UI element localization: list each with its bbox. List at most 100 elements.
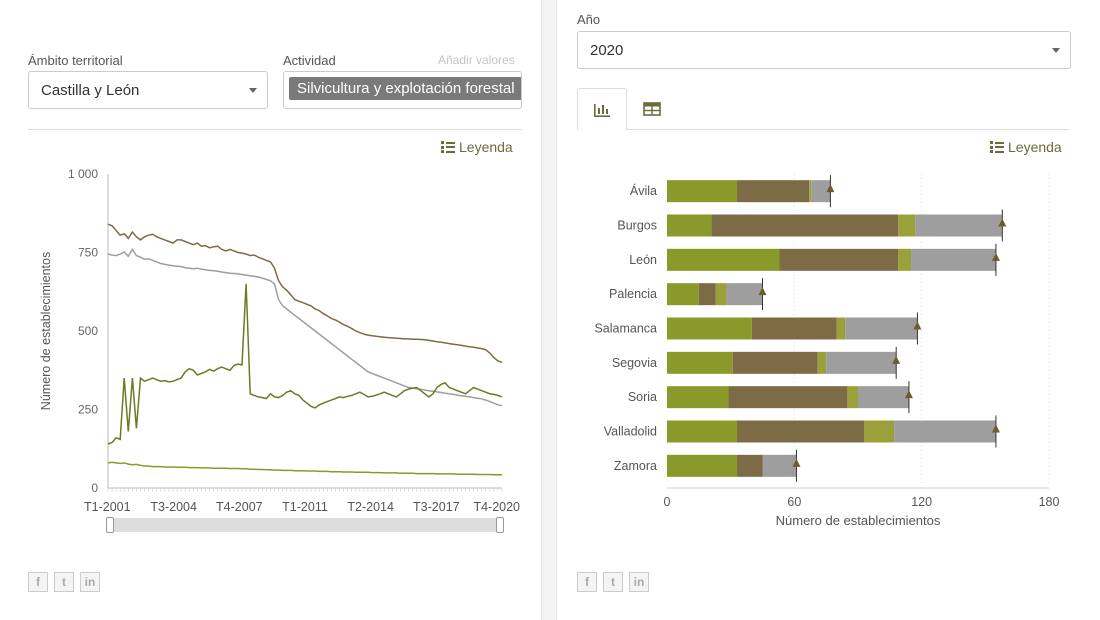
legend-button[interactable]: Leyenda xyxy=(990,139,1062,155)
bar-segment-1 xyxy=(667,351,733,374)
bar-segment-2 xyxy=(751,317,837,340)
linkedin-icon[interactable]: in xyxy=(80,572,100,592)
total-marker-triangle xyxy=(991,252,1000,261)
category-label: Ávila xyxy=(630,183,657,198)
chevron-down-icon xyxy=(1052,48,1060,53)
x-tick-label: T2-2014 xyxy=(347,500,394,514)
series-line-2 xyxy=(107,247,503,407)
twitter-icon[interactable]: t xyxy=(54,572,74,592)
x-tick-label: T3-2017 xyxy=(413,500,460,514)
tab-table[interactable] xyxy=(627,88,677,130)
y-tick-label: 250 xyxy=(78,403,98,417)
bar-segment-4 xyxy=(915,214,1003,237)
bar-segment-3 xyxy=(836,317,846,340)
bar-chart: 0 60 120 180 Número de establecimientos Ávila… xyxy=(594,174,1060,528)
bar-segment-4 xyxy=(858,386,909,409)
total-marker-triangle xyxy=(998,218,1007,227)
y-tick-label: 500 xyxy=(78,324,98,338)
left-panel: Ámbito territorial Castilla y León Activ… xyxy=(0,0,543,620)
list-icon xyxy=(441,141,455,153)
total-marker-triangle xyxy=(904,390,913,399)
x-axis-title: Número de establecimientos xyxy=(776,513,941,528)
total-marker-triangle xyxy=(758,287,767,296)
twitter-icon[interactable]: t xyxy=(603,572,623,592)
y-tick-label: 750 xyxy=(78,246,98,260)
bar-segment-2 xyxy=(737,180,810,203)
series-line-3 xyxy=(107,283,503,445)
bar-chart-icon xyxy=(594,103,610,117)
bar-segment-3 xyxy=(809,180,812,203)
x-tick-label: T4-2020 xyxy=(473,500,520,514)
territory-label: Ámbito territorial xyxy=(28,53,123,68)
bar-segment-1 xyxy=(667,386,729,409)
total-marker-triangle xyxy=(892,355,901,364)
bar-segment-1 xyxy=(667,420,738,443)
bar-segment-4 xyxy=(894,420,996,443)
bar-segment-4 xyxy=(726,283,763,306)
legend-label: Leyenda xyxy=(459,139,513,155)
category-label: Zamora xyxy=(614,459,657,473)
range-scrollbar[interactable] xyxy=(106,517,504,533)
facebook-icon[interactable]: f xyxy=(28,572,48,592)
facebook-icon[interactable]: f xyxy=(577,572,597,592)
range-handle-start[interactable] xyxy=(106,517,114,533)
line-chart: 0 250 500 750 1 000 T1-2001 T3-2004 T4-2007 T1-2… xyxy=(39,167,520,514)
category-label: Salamanca xyxy=(594,322,657,336)
bar-segment-3 xyxy=(898,214,916,237)
territory-value: Castilla y León xyxy=(41,81,140,99)
x-tick-label: T1-2011 xyxy=(282,500,328,514)
right-panel: Año 2020 L xyxy=(557,0,1100,620)
activity-multiselect[interactable]: Silvicultura y explotación forestal xyxy=(283,71,522,109)
x-tick-label: 0 xyxy=(664,495,671,509)
x-tick-label: 180 xyxy=(1039,495,1060,509)
territory-select[interactable]: Castilla y León xyxy=(28,71,268,109)
panel-divider xyxy=(541,0,557,620)
bar-segment-4 xyxy=(845,317,918,340)
x-tick-label: 120 xyxy=(911,495,932,509)
add-values-link[interactable]: Añadir valores xyxy=(438,53,515,67)
tab-chart[interactable] xyxy=(577,88,627,131)
category-label: Palencia xyxy=(609,287,657,301)
y-tick-label: 1 000 xyxy=(68,167,98,181)
range-handle-end[interactable] xyxy=(496,517,504,533)
bar-segment-1 xyxy=(667,180,738,203)
chevron-down-icon xyxy=(249,88,257,93)
bar-segment-2 xyxy=(728,386,848,409)
x-tick-label: T4-2007 xyxy=(216,500,263,514)
bar-segment-4 xyxy=(911,248,996,271)
bar-segment-4 xyxy=(826,351,897,374)
legend-button[interactable]: Leyenda xyxy=(441,139,513,155)
bar-segment-3 xyxy=(817,351,827,374)
category-label: Soria xyxy=(628,390,657,404)
x-tick-label: T1-2001 xyxy=(84,500,131,514)
bar-segment-1 xyxy=(667,214,712,237)
bar-segment-2 xyxy=(737,420,865,443)
category-label: León xyxy=(629,253,657,267)
bar-segment-3 xyxy=(715,283,727,306)
total-marker-triangle xyxy=(913,321,922,330)
bar-segment-2 xyxy=(698,283,716,306)
bar-segment-2 xyxy=(737,454,763,477)
activity-tag[interactable]: Silvicultura y explotación forestal xyxy=(289,77,521,100)
total-marker-triangle xyxy=(991,424,1000,433)
year-value: 2020 xyxy=(590,41,624,59)
series-line-1 xyxy=(107,223,503,364)
y-tick-label: 0 xyxy=(91,481,98,495)
category-label: Valladolid xyxy=(604,425,657,439)
view-tabs xyxy=(577,88,1070,131)
x-tick-label: T3-2004 xyxy=(150,500,197,514)
activity-label: Actividad xyxy=(283,53,336,68)
bar-segment-3 xyxy=(864,420,895,443)
x-tick-label: 60 xyxy=(787,495,801,509)
series-line-4 xyxy=(107,461,502,476)
y-axis-title: Número de establecimientos xyxy=(39,252,53,410)
linkedin-icon[interactable]: in xyxy=(629,572,649,592)
bar-segment-3 xyxy=(847,386,858,409)
bar-segment-3 xyxy=(898,248,912,271)
year-select[interactable]: 2020 xyxy=(577,31,1071,69)
table-icon xyxy=(643,102,661,116)
total-marker-triangle xyxy=(792,458,801,467)
legend-label: Leyenda xyxy=(1008,139,1062,155)
bar-segment-2 xyxy=(732,351,818,374)
total-marker-triangle xyxy=(826,184,835,193)
